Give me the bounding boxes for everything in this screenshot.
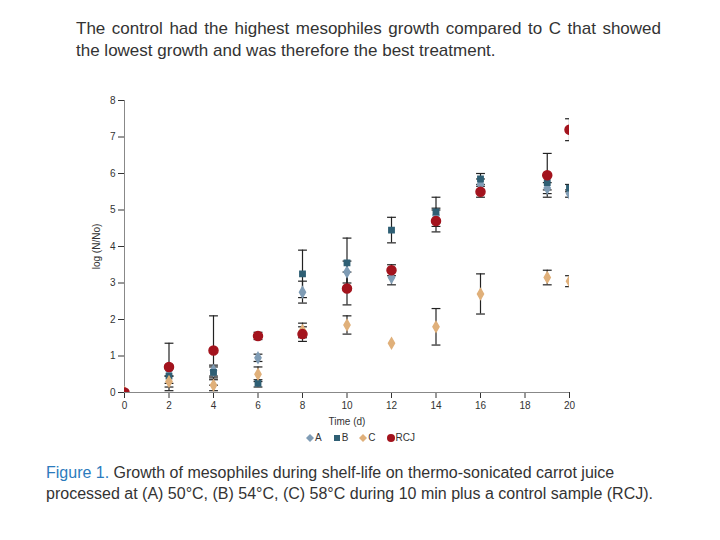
- svg-text:1: 1: [110, 350, 116, 361]
- svg-text:4: 4: [211, 400, 217, 411]
- svg-text:16: 16: [475, 400, 487, 411]
- svg-text:8: 8: [300, 400, 306, 411]
- svg-text:2: 2: [166, 400, 172, 411]
- svg-text:4: 4: [110, 241, 116, 252]
- svg-text:10: 10: [341, 400, 353, 411]
- svg-text:0: 0: [122, 400, 128, 411]
- svg-text:2: 2: [110, 314, 116, 325]
- html-text:The control had the highest me: The control had the highest mesophiles g…: [76, 19, 661, 60]
- html-text:A: A: [315, 432, 322, 443]
- svg-text:18: 18: [519, 400, 531, 411]
- svg-text:6: 6: [255, 400, 261, 411]
- html-text:C: C: [368, 432, 376, 443]
- svg-text:7: 7: [110, 131, 116, 142]
- svg-text:12: 12: [386, 400, 398, 411]
- svg-text:8: 8: [110, 95, 116, 106]
- svg-text:0: 0: [110, 387, 116, 398]
- svg-text:Time (d): Time (d): [329, 416, 366, 427]
- svg-text:5: 5: [110, 204, 116, 215]
- svg-text:6: 6: [110, 168, 116, 179]
- html-text:RCJ: RCJ: [395, 432, 415, 443]
- html-text:Figure 1. Growth of mesophiles: Figure 1. Growth of mesophiles during sh…: [46, 464, 653, 502]
- html-text:B: B: [341, 432, 349, 443]
- svg-text:20: 20: [564, 400, 576, 411]
- svg-text:log (N/No): log (N/No): [91, 224, 102, 270]
- svg-text:14: 14: [430, 400, 442, 411]
- svg-text:3: 3: [110, 277, 116, 288]
